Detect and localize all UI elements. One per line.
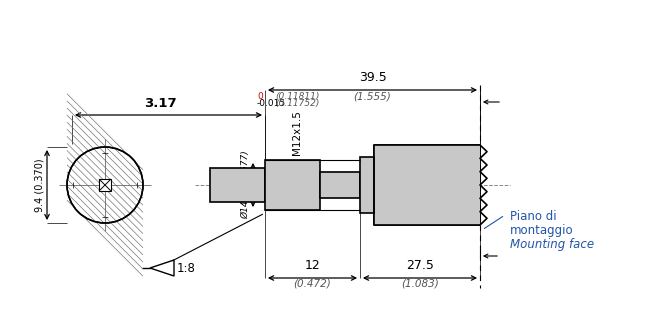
Text: -0.015: -0.015 — [257, 99, 286, 108]
Text: (0.11811): (0.11811) — [275, 92, 319, 101]
Bar — [265, 160, 320, 210]
Text: Mounting face: Mounting face — [510, 238, 594, 251]
Text: (1.555): (1.555) — [354, 91, 391, 101]
Text: 39.5: 39.5 — [359, 71, 386, 84]
Text: 27.5: 27.5 — [406, 259, 434, 272]
Text: (1.083): (1.083) — [401, 279, 439, 289]
Text: 0: 0 — [257, 92, 263, 101]
Bar — [374, 145, 480, 225]
Text: Piano di: Piano di — [510, 210, 556, 223]
Bar — [360, 157, 374, 213]
Text: (0.11752): (0.11752) — [275, 99, 319, 108]
Text: 12: 12 — [305, 259, 320, 272]
Polygon shape — [374, 145, 480, 225]
Text: (0.472): (0.472) — [294, 279, 332, 289]
Text: 3.17: 3.17 — [144, 97, 177, 110]
Text: 1:8: 1:8 — [177, 262, 196, 275]
Bar — [320, 172, 360, 198]
Text: montaggio: montaggio — [510, 224, 573, 237]
Bar — [210, 168, 265, 202]
Bar — [99, 179, 111, 191]
Text: Ø14.65 (0.577): Ø14.65 (0.577) — [241, 151, 250, 219]
Text: M12x1.5: M12x1.5 — [292, 110, 302, 155]
Ellipse shape — [67, 147, 143, 223]
Text: 9.4 (0.370): 9.4 (0.370) — [34, 158, 44, 212]
